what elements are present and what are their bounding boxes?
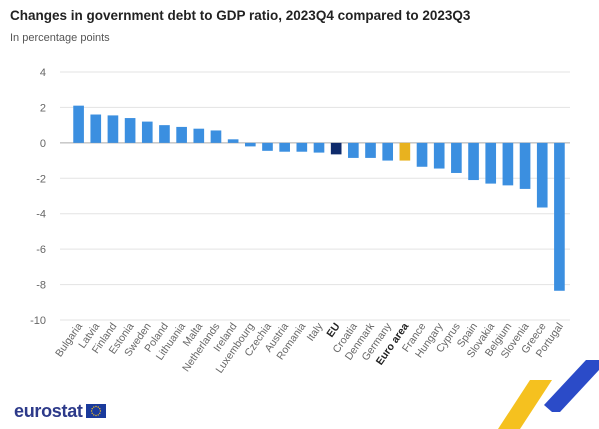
decorative-corner-stripes (498, 360, 599, 429)
y-tick-label: -6 (36, 244, 46, 256)
x-tick-label: Italy (305, 320, 326, 343)
bar-slovakia[interactable] (485, 142, 497, 184)
y-tick-label: 0 (40, 138, 46, 150)
bar-germany[interactable] (382, 142, 394, 161)
bar-latvia[interactable] (90, 114, 102, 143)
y-tick-label: -8 (36, 280, 46, 292)
bar-lithuania[interactable] (176, 126, 187, 143)
bar-france[interactable] (416, 142, 428, 167)
bar-greece[interactable] (536, 142, 548, 208)
bar-finland[interactable] (107, 115, 119, 143)
bar-sweden[interactable] (141, 121, 153, 143)
bar-denmark[interactable] (365, 142, 376, 158)
bar-slovenia[interactable] (519, 142, 531, 189)
chart-subtitle: In percentage points (10, 32, 110, 44)
bar-portugal[interactable] (554, 142, 565, 291)
bar-netherlands[interactable] (210, 130, 222, 143)
blue-stripe (544, 360, 599, 412)
bar-hungary[interactable] (433, 142, 445, 169)
bar-ireland[interactable] (227, 139, 239, 143)
y-tick-label: -2 (36, 173, 46, 185)
bar-estonia[interactable] (124, 118, 136, 143)
bar-poland[interactable] (159, 125, 170, 143)
bar-eu[interactable] (330, 142, 342, 155)
eu-flag-icon (85, 404, 106, 418)
y-tick-label: 4 (40, 67, 46, 79)
bar-croatia[interactable] (348, 142, 359, 158)
bar-romania[interactable] (296, 142, 308, 152)
eurostat-logo[interactable]: eurostat (14, 400, 106, 422)
y-tick-label: 2 (40, 102, 46, 114)
bar-cyprus[interactable] (451, 142, 462, 173)
bar-czechia[interactable] (262, 142, 273, 151)
y-tick-label: -10 (30, 315, 46, 327)
bar-luxembourg[interactable] (244, 142, 256, 147)
bar-euro-area[interactable] (399, 142, 411, 161)
bar-austria[interactable] (279, 142, 290, 152)
yellow-stripe (498, 380, 552, 429)
bar-chart: 420-2-4-6-8-10 BulgariaLatviaFinlandEston… (30, 67, 570, 376)
logo-text: eurostat (14, 400, 83, 421)
bar-belgium[interactable] (502, 142, 514, 186)
y-tick-label: -4 (36, 209, 46, 221)
bar-spain[interactable] (468, 142, 479, 181)
bar-malta[interactable] (193, 128, 205, 143)
bar-bulgaria[interactable] (73, 105, 84, 143)
chart-title: Changes in government debt to GDP ratio,… (10, 8, 471, 23)
bar-italy[interactable] (313, 142, 325, 153)
